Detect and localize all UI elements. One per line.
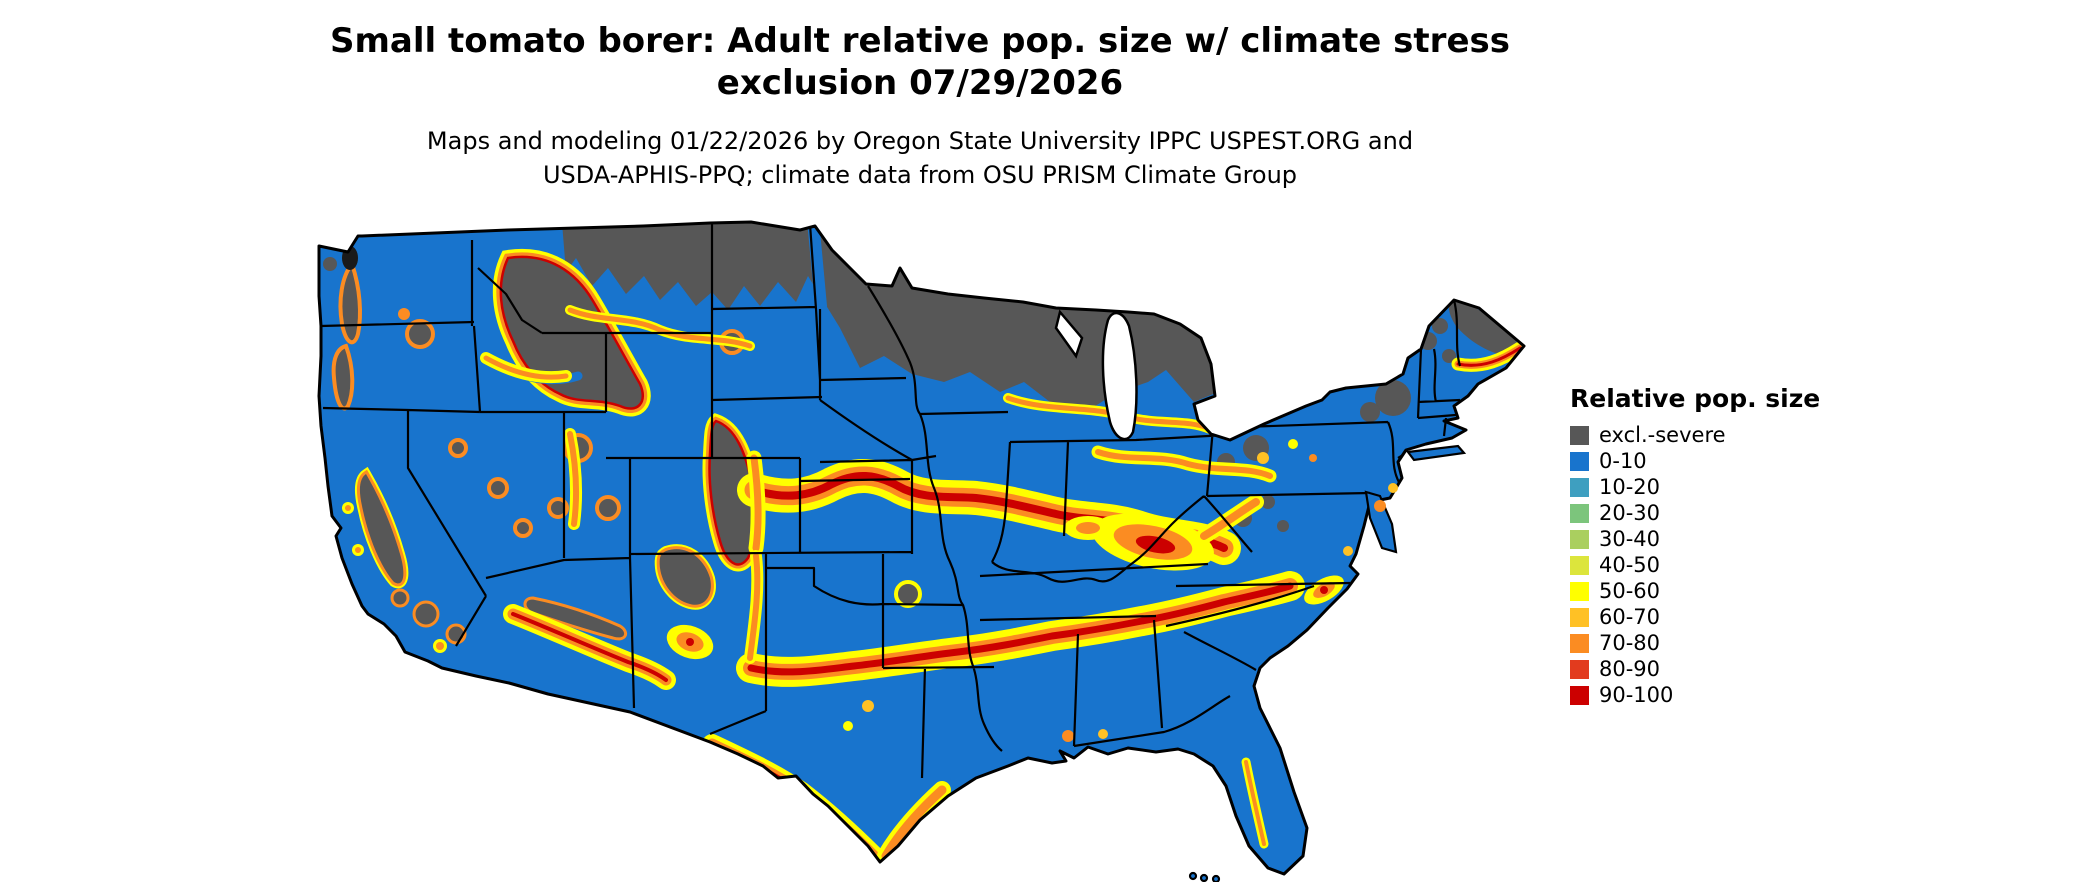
legend-swatch (1570, 426, 1589, 445)
legend-item: 50-60 (1570, 579, 1820, 603)
lake-michigan (1101, 311, 1138, 441)
legend-items: excl.-severe 0-10 10-20 20-30 30-40 40-5… (1570, 423, 1820, 707)
delmarva-peninsula (1364, 490, 1398, 554)
legend-item: 60-70 (1570, 605, 1820, 629)
legend-swatch (1570, 556, 1589, 575)
us-outline (317, 220, 1526, 876)
legend-item: 40-50 (1570, 553, 1820, 577)
florida-keys (1188, 871, 1198, 881)
legend-swatch (1570, 530, 1589, 549)
great-lakes (1054, 309, 1138, 441)
legend-item-label: 90-100 (1599, 683, 1674, 707)
legend-item: 10-20 (1570, 475, 1820, 499)
legend-swatch (1570, 634, 1589, 653)
legend-swatch (1570, 582, 1589, 601)
legend-swatch (1570, 686, 1589, 705)
legend-item-label: 0-10 (1599, 449, 1647, 473)
map-subtitle: Maps and modeling 01/22/2026 by Oregon S… (110, 124, 1730, 192)
legend-item-label: 20-30 (1599, 501, 1661, 525)
legend-item-label: 40-50 (1599, 553, 1661, 577)
legend-item-label: 30-40 (1599, 527, 1661, 551)
legend-item-label: 10-20 (1599, 475, 1661, 499)
legend-item-label: 60-70 (1599, 605, 1661, 629)
legend: Relative pop. size excl.-severe 0-10 10-… (1570, 384, 1820, 712)
legend-swatch (1570, 478, 1589, 497)
legend-item: 20-30 (1570, 501, 1820, 525)
legend-item: 0-10 (1570, 449, 1820, 473)
legend-item: excl.-severe (1570, 423, 1820, 447)
map-subtitle-line1: Maps and modeling 01/22/2026 by Oregon S… (426, 127, 1414, 155)
state-borders (320, 222, 1469, 779)
coastal-islands (1188, 444, 1467, 882)
legend-swatch (1570, 608, 1589, 627)
legend-item: 70-80 (1570, 631, 1820, 655)
hotspot-bands (342, 305, 1524, 866)
legend-swatch (1570, 452, 1589, 471)
legend-item: 90-100 (1570, 683, 1820, 707)
map-subtitle-line2: USDA-APHIS-PPQ; climate data from OSU PR… (542, 161, 1298, 189)
long-island (1405, 444, 1467, 462)
legend-swatch (1570, 660, 1589, 679)
map-canvas (308, 206, 1528, 882)
legend-title: Relative pop. size (1570, 384, 1821, 413)
legend-item: 80-90 (1570, 657, 1820, 681)
legend-item-label: 50-60 (1599, 579, 1661, 603)
legend-item-label: excl.-severe (1599, 423, 1726, 447)
map-title-line1: Small tomato borer: Adult relative pop. … (330, 21, 1510, 61)
green-bay (1054, 309, 1084, 359)
legend-item: 30-40 (1570, 527, 1820, 551)
map-title-line2: exclusion 07/29/2026 (716, 63, 1124, 103)
map-title: Small tomato borer: Adult relative pop. … (110, 20, 1730, 104)
legend-swatch (1570, 504, 1589, 523)
legend-item-label: 80-90 (1599, 657, 1661, 681)
us-map-svg (317, 220, 1526, 882)
legend-item-label: 70-80 (1599, 631, 1661, 655)
